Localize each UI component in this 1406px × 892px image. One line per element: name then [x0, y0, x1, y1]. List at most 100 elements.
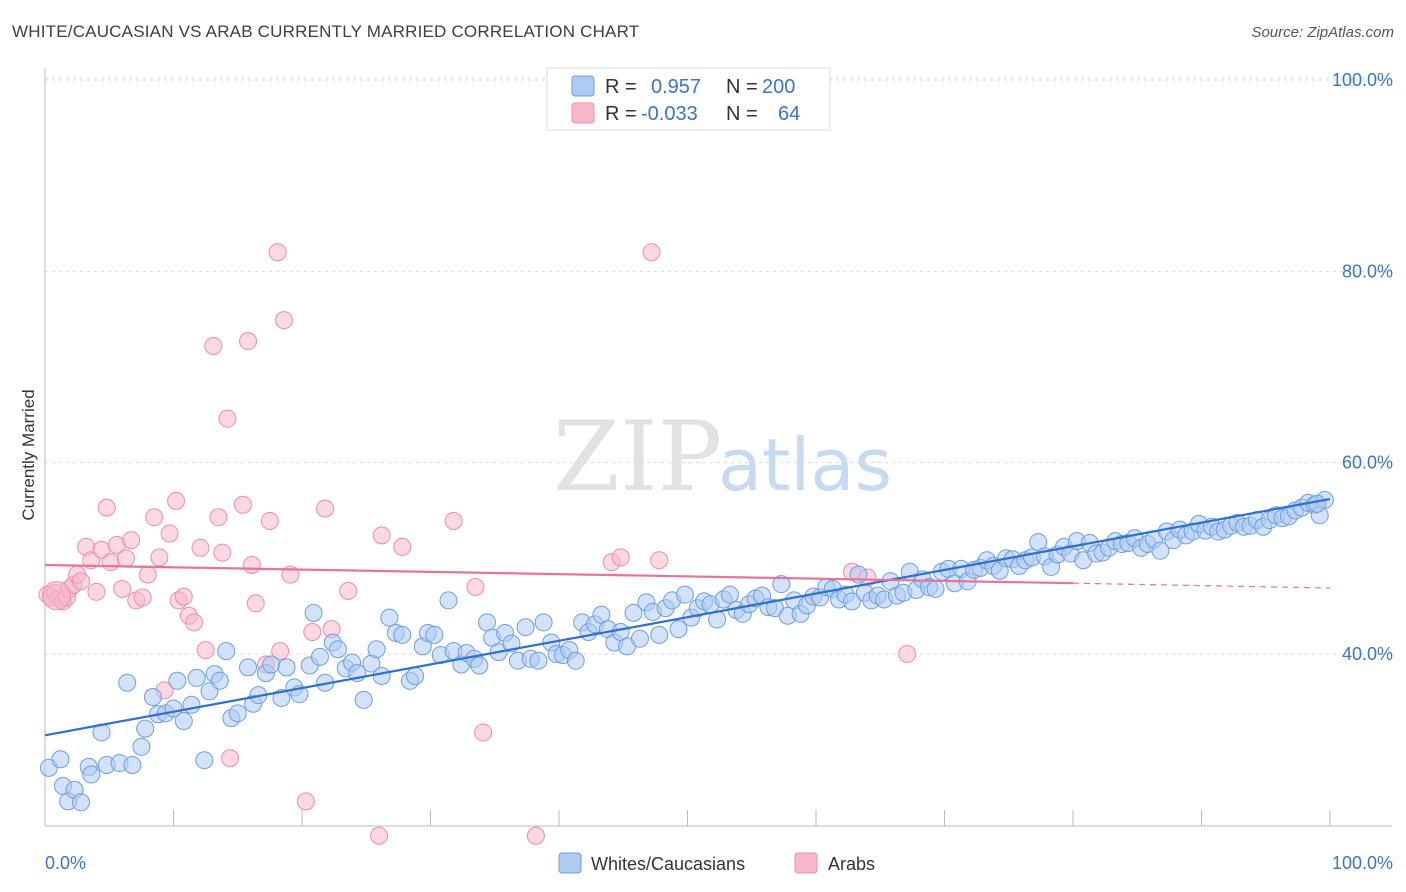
white-point [470, 656, 489, 675]
arab-trend-line [44, 563, 1074, 585]
chart-title: WHITE/CAUCASIAN VS ARAB CURRENTLY MARRIE… [12, 22, 640, 41]
arab-point [221, 749, 240, 768]
arab-point [196, 641, 215, 660]
white-point [71, 793, 90, 812]
arab-point [898, 645, 917, 663]
white-point [118, 673, 137, 692]
white-points [39, 490, 1334, 812]
white-point [393, 625, 412, 644]
white-point [529, 651, 548, 670]
arab-point [339, 581, 358, 600]
legend-n-value-arab: 64 [778, 103, 800, 125]
legend-swatch-arab [571, 102, 595, 124]
white-point [354, 690, 373, 709]
bottom-legend: Whites/Caucasians Arabs [558, 852, 875, 874]
arab-point [393, 537, 412, 556]
arab-point [191, 538, 210, 557]
white-point [380, 608, 399, 627]
white-point [720, 585, 739, 604]
arab-point [101, 553, 120, 572]
legend-r-value-white: 0.957 [651, 76, 701, 98]
y-tick-label: 100.0% [1332, 70, 1393, 90]
watermark-zip: ZIP [553, 401, 722, 513]
arab-point [218, 409, 237, 428]
legend-swatch-white [571, 75, 595, 97]
white-point [439, 591, 458, 610]
axes: 40.0% 60.0% 80.0% 100.0% 0.0% 100.0% [44, 68, 1393, 873]
arab-point [213, 543, 232, 562]
arab-points [38, 243, 917, 845]
arab-point [87, 582, 106, 601]
arab-point [474, 723, 493, 742]
arab-point [174, 587, 193, 606]
white-point [228, 704, 247, 723]
y-tick-label: 80.0% [1342, 261, 1393, 281]
y-tick-label: 60.0% [1342, 453, 1393, 473]
arab-point [268, 243, 287, 262]
white-point [406, 667, 425, 686]
bottom-legend-swatch-white [558, 852, 582, 874]
arab-point [209, 508, 228, 527]
arab-point [611, 548, 630, 567]
white-point [132, 737, 151, 756]
arab-point [642, 243, 661, 262]
white-point [187, 668, 206, 687]
legend-r-label-white: R = [605, 76, 637, 98]
y-axis-label: Currently Married [19, 389, 38, 520]
arab-point [133, 588, 152, 607]
arab-point [71, 572, 90, 591]
white-point [277, 658, 296, 677]
white-point [772, 575, 791, 594]
arab-point [370, 826, 389, 845]
arab-point [122, 531, 141, 550]
white-point [425, 625, 444, 644]
legend-n-value-white: 200 [762, 76, 795, 98]
arab-point [239, 332, 258, 351]
white-point [217, 642, 236, 661]
white-point [136, 719, 155, 738]
white-point [262, 655, 281, 674]
legend-n-label-white: N = [726, 76, 758, 98]
arab-trend-extension [1072, 582, 1331, 589]
white-point [650, 625, 669, 644]
arab-point [204, 336, 223, 355]
arab-point [260, 512, 279, 531]
arab-point [303, 622, 322, 641]
arab-point [97, 498, 116, 517]
white-point [168, 671, 187, 690]
arab-point [296, 792, 315, 811]
white-point [516, 618, 535, 637]
white-point [534, 613, 553, 632]
white-point [842, 592, 861, 611]
x-tick-label: 100.0% [1332, 853, 1393, 873]
arab-point [160, 524, 179, 543]
white-point [926, 579, 945, 598]
arab-point [372, 526, 391, 545]
white-point [566, 651, 585, 670]
white-point [272, 689, 291, 708]
arab-point [145, 508, 164, 527]
white-point [630, 629, 649, 648]
white-point [669, 620, 688, 639]
white-point [239, 658, 258, 677]
white-point [123, 755, 142, 774]
arab-point [116, 549, 135, 568]
arab-point [42, 581, 72, 611]
arab-point [138, 565, 157, 584]
white-point [478, 613, 497, 632]
x-tick-label: 0.0% [45, 853, 86, 873]
white-point [82, 765, 101, 784]
white-point [367, 640, 386, 659]
trend-lines [44, 497, 1331, 737]
white-point [1151, 541, 1170, 560]
white-point [182, 695, 201, 714]
legend-r-label-arab: R = [605, 103, 637, 125]
white-point [210, 671, 229, 690]
watermark-atlas: atlas [718, 423, 892, 507]
white-point [624, 603, 643, 622]
arab-point [150, 548, 169, 567]
bottom-legend-label-arab: Arabs [828, 854, 875, 874]
white-point [143, 688, 162, 707]
arab-point [275, 311, 294, 330]
